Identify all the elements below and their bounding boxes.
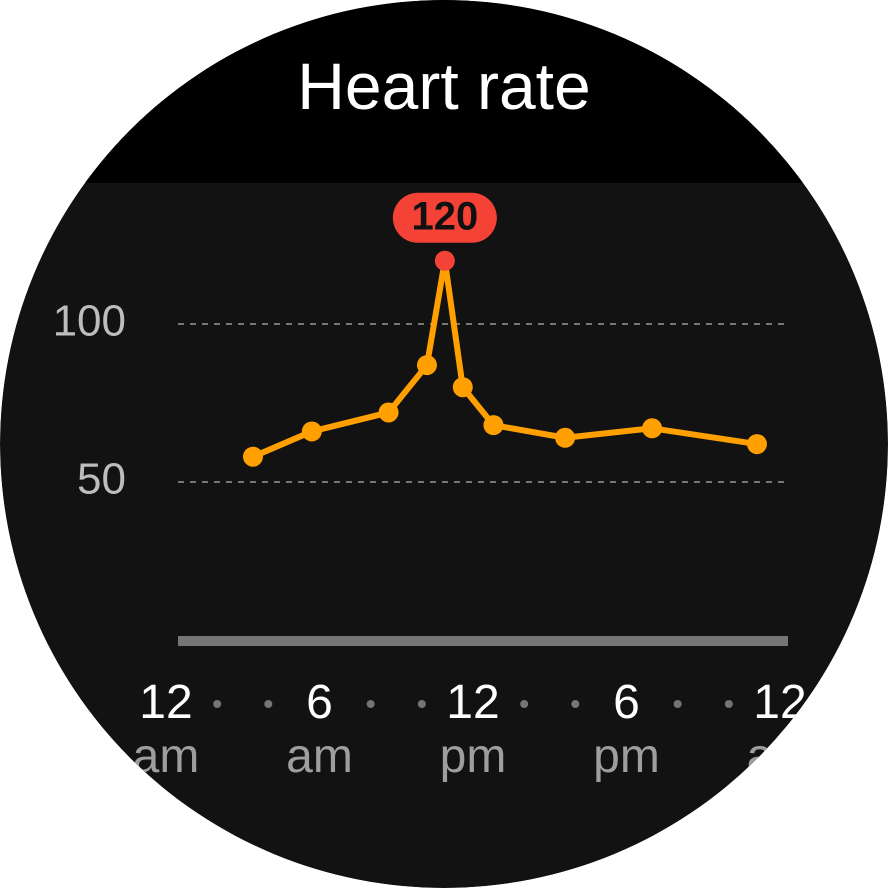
y-tick-label: 100 (53, 297, 126, 346)
peak-label: 120 (411, 194, 478, 238)
tick-dot (264, 700, 273, 708)
point (416, 355, 437, 376)
point (555, 427, 576, 448)
x-tick-label: 6 pm (593, 676, 660, 783)
point (452, 377, 473, 398)
tick-dot (366, 700, 375, 708)
x-tick-label: 6 am (286, 676, 353, 783)
tick-dot (213, 700, 222, 708)
tick-dot (520, 700, 529, 708)
point (378, 402, 399, 423)
peak-badge (392, 192, 497, 243)
tick-dot (673, 700, 682, 708)
point (242, 446, 263, 467)
line (251, 257, 758, 460)
title: Heart rate (297, 49, 591, 123)
y-tick-label: 50 (77, 455, 126, 504)
point (301, 421, 322, 442)
x-tick-label: 12 am (746, 676, 814, 783)
x-axis-bar (178, 636, 788, 646)
point (746, 434, 767, 455)
point (642, 418, 663, 439)
point (434, 250, 455, 271)
point (483, 415, 504, 436)
tick-dot (417, 700, 426, 708)
x-tick-label: 12 am (132, 676, 200, 783)
x-tick-label: 12 pm (439, 676, 507, 783)
tick-dot (724, 700, 733, 708)
tick-dot (571, 700, 580, 708)
